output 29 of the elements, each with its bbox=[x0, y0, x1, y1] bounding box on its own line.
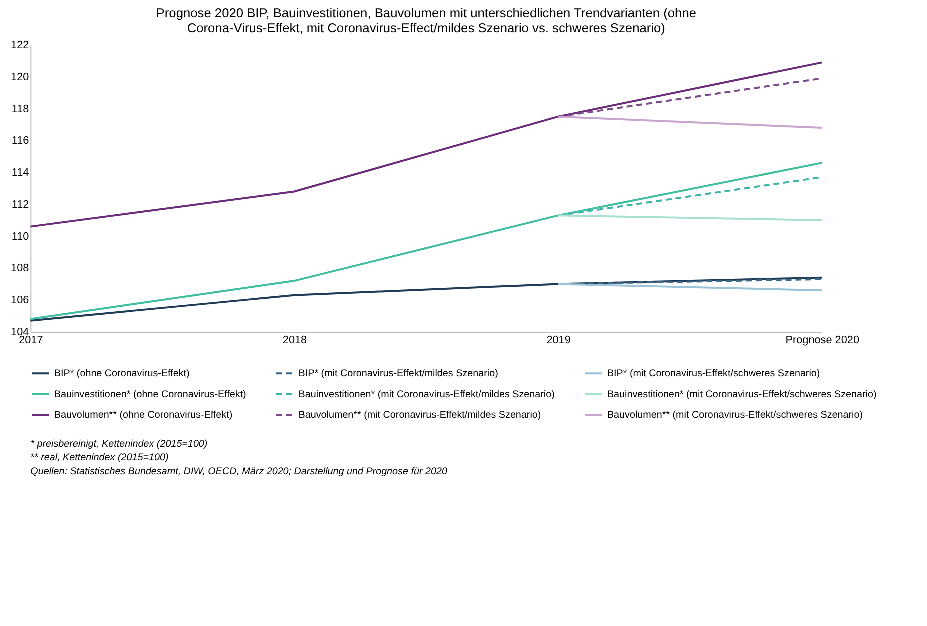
line-series bbox=[30, 276, 824, 322]
y-tick-label: 118 bbox=[12, 103, 30, 116]
y-tick-label: 110 bbox=[12, 230, 30, 243]
legend-label: Bauinvestitionen* (mit Coronavirus-Effekt/mildes Szenario) bbox=[298, 389, 555, 400]
legend-label: Bauvolumen** (mit Coronavirus-Effekt/mildes Szenario) bbox=[298, 410, 542, 422]
legend-label: Bauinvestitionen* (ohne Coronavirus-Effekt) bbox=[54, 389, 246, 400]
x-tick-label: Prognose 2020 bbox=[786, 334, 860, 346]
legend-label: BIP* (mit Coronavirus-Effekt/mildes Szenario) bbox=[298, 368, 498, 380]
line-series bbox=[30, 62, 824, 228]
source-note: Quellen: Statistisches Bundesamt, DIW, OECD, März 2020; Darstellung und Prognose für 2020 bbox=[30, 466, 448, 478]
legend-label: BIP* (mit Coronavirus-Effekt/schweres Szenario) bbox=[607, 368, 820, 380]
legend-label: BIP* (ohne Coronavirus-Effekt) bbox=[54, 368, 190, 380]
y-tick-label: 112 bbox=[12, 198, 30, 211]
text: ** real, Kettenindex (2015=100) bbox=[30, 452, 169, 464]
y-tick-label: 122 bbox=[11, 40, 30, 52]
x-tick-label: 2017 bbox=[19, 334, 44, 346]
line-series bbox=[30, 162, 824, 320]
y-tick-label: 106 bbox=[11, 294, 30, 307]
x-tick-label: 2018 bbox=[282, 334, 308, 346]
chart-title: Prognose 2020 BIP, Bauinvestitionen, Bauvolumen mit unterschiedlichen Trendvarianten (ohne Corona-Virus-Effekt, mit Coronavirus-Effect/mildes Szenario vs. schweres Szenario) bbox=[156, 5, 696, 36]
legend-label: Bauvolumen** (mit Coronavirus-Effekt/schweres Szenario) bbox=[607, 410, 864, 422]
y-tick-label: 114 bbox=[12, 167, 30, 180]
legend-label: Bauinvestitionen* (mit Coronavirus-Effekt/schweres Szenario) bbox=[607, 389, 877, 400]
y-tick-label: 108 bbox=[11, 262, 30, 275]
y-tick-label: 116 bbox=[12, 135, 30, 148]
text: * preisbereinigt, Kettenindex (2015=100) bbox=[30, 438, 208, 450]
x-tick-label: 2019 bbox=[546, 334, 571, 346]
y-tick-label: 120 bbox=[11, 71, 30, 84]
legend-label: Bauvolumen** (ohne Coronavirus-Effekt) bbox=[54, 410, 233, 422]
